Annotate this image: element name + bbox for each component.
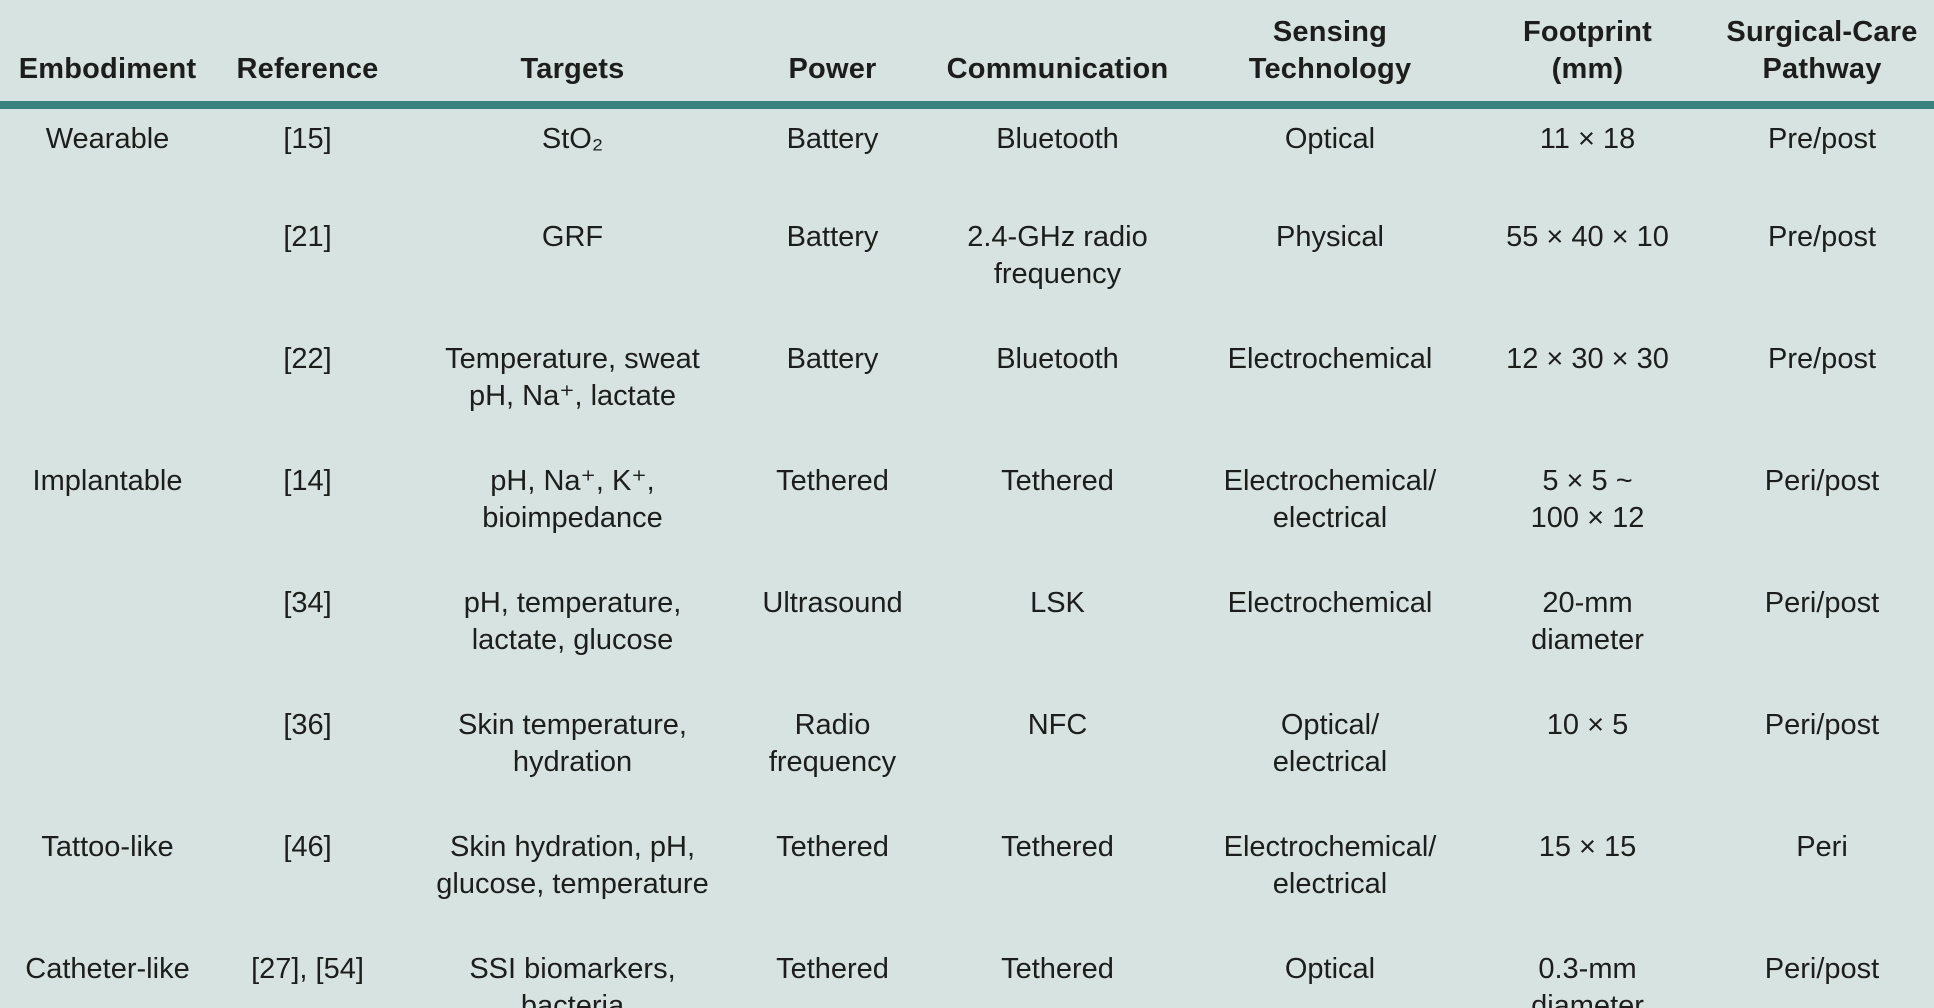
cell-pathway: Peri/post	[1764, 709, 1880, 741]
cell-communication: Tethered	[1001, 465, 1114, 497]
table-row-wearable-22: [22] Temperature, sweat pH, Na⁺, lactate…	[0, 329, 1934, 451]
cell-power: Ultrasound	[762, 587, 903, 619]
cell-pathway: Peri	[1796, 831, 1848, 863]
cell-power: Tethered	[776, 953, 889, 985]
cell-pathway: Pre/post	[1768, 343, 1876, 375]
cell-sensing-technology: Electrochemical	[1227, 587, 1433, 619]
header-row: Embodiment Reference Targets Power Commu…	[0, 0, 1934, 109]
cell-pathway: Peri/post	[1764, 587, 1880, 619]
cell-footprint: 5 × 5 ~ 100 × 12	[1530, 465, 1645, 534]
cell-communication: LSK	[1030, 587, 1085, 619]
cell-embodiment: Catheter-like	[25, 953, 190, 985]
cell-targets: StO₂	[541, 123, 604, 155]
col-header-surgical-care-pathway: Surgical-Care Pathway	[1710, 0, 1934, 109]
col-header-communication: Communication	[920, 0, 1195, 109]
cell-footprint: 20-mm diameter	[1531, 587, 1644, 656]
col-header-sensing-technology: Sensing Technology	[1195, 0, 1465, 109]
cell-reference: [15]	[283, 123, 332, 155]
cell-power: Tethered	[776, 465, 889, 497]
col-header-embodiment: Embodiment	[0, 0, 215, 109]
cell-pathway: Pre/post	[1768, 221, 1876, 253]
cell-sensing-technology: Physical	[1276, 221, 1384, 253]
cell-reference: [21]	[283, 221, 332, 253]
cell-sensing-technology: Optical	[1284, 953, 1376, 985]
cell-power: Battery	[786, 123, 879, 155]
cell-reference: [34]	[283, 587, 332, 619]
cell-targets: pH, temperature, lactate, glucose	[463, 587, 682, 656]
cell-communication: Bluetooth	[996, 123, 1119, 155]
cell-footprint: 12 × 30 × 30	[1506, 343, 1669, 375]
cell-embodiment	[0, 329, 215, 451]
cell-sensing-technology: Electrochemical/ electrical	[1223, 831, 1437, 900]
cell-targets: pH, Na⁺, K⁺, bioimpedance	[482, 465, 663, 534]
cell-targets: Skin hydration, pH, glucose, temperature	[436, 831, 709, 900]
cell-footprint: 15 × 15	[1538, 831, 1637, 863]
cell-pathway: Peri/post	[1764, 465, 1880, 497]
cell-communication: NFC	[1027, 709, 1088, 741]
cell-embodiment	[0, 695, 215, 817]
cell-sensing-technology: Optical	[1284, 123, 1376, 155]
cell-communication: Tethered	[1001, 831, 1114, 863]
cell-embodiment: Tattoo-like	[41, 831, 174, 863]
table-row-catheter-like-27-54: Catheter-like [27], [54] SSI biomarkers,…	[0, 939, 1934, 1008]
cell-power: Radio frequency	[768, 709, 897, 778]
table-row-implantable-34: [34] pH, temperature, lactate, glucose U…	[0, 573, 1934, 695]
cell-reference: [46]	[283, 831, 332, 863]
cell-reference: [36]	[283, 709, 332, 741]
cell-reference: [22]	[283, 343, 332, 375]
cell-targets: Skin temperature, hydration	[458, 709, 687, 778]
cell-pathway: Peri/post	[1764, 953, 1880, 985]
cell-embodiment	[0, 573, 215, 695]
table-row-wearable-21: [21] GRF Battery 2.4-GHz radio frequency…	[0, 207, 1934, 329]
cell-targets: GRF	[541, 221, 604, 253]
cell-power: Battery	[786, 221, 879, 253]
col-header-reference: Reference	[215, 0, 400, 109]
col-header-targets: Targets	[400, 0, 745, 109]
cell-embodiment: Wearable	[45, 123, 170, 155]
table-row-tattoo-like-46: Tattoo-like [46] Skin hydration, pH, glu…	[0, 817, 1934, 939]
cell-sensing-technology: Electrochemical/ electrical	[1223, 465, 1437, 534]
cell-footprint: 11 × 18	[1539, 123, 1636, 155]
cell-reference: [14]	[283, 465, 332, 497]
table-row-wearable-15: Wearable [15] StO₂ Battery Bluetooth Opt…	[0, 105, 1934, 207]
cell-communication: Bluetooth	[996, 343, 1119, 375]
table-row-implantable-36: [36] Skin temperature, hydration Radio f…	[0, 695, 1934, 817]
cell-embodiment: Implantable	[32, 465, 183, 497]
cell-footprint: 55 × 40 × 10	[1506, 221, 1669, 253]
cell-power: Battery	[786, 343, 879, 375]
cell-targets: Temperature, sweat pH, Na⁺, lactate	[445, 343, 700, 412]
cell-sensing-technology: Optical/ electrical	[1272, 709, 1388, 778]
cell-sensing-technology: Electrochemical	[1227, 343, 1433, 375]
cell-pathway: Pre/post	[1768, 123, 1876, 155]
cell-targets: SSI biomarkers, bacteria	[469, 953, 676, 1008]
cell-reference: [27], [54]	[251, 953, 364, 985]
cell-power: Tethered	[776, 831, 889, 863]
cell-embodiment	[0, 207, 215, 329]
col-header-footprint: Footprint (mm)	[1465, 0, 1710, 109]
cell-communication: Tethered	[1001, 953, 1114, 985]
col-header-power: Power	[745, 0, 920, 109]
cell-footprint: 10 × 5	[1546, 709, 1629, 741]
cell-communication: 2.4-GHz radio frequency	[967, 221, 1148, 290]
table-row-implantable-14: Implantable [14] pH, Na⁺, K⁺, bioimpedan…	[0, 451, 1934, 573]
cell-footprint: 0.3-mm diameter	[1531, 953, 1644, 1008]
